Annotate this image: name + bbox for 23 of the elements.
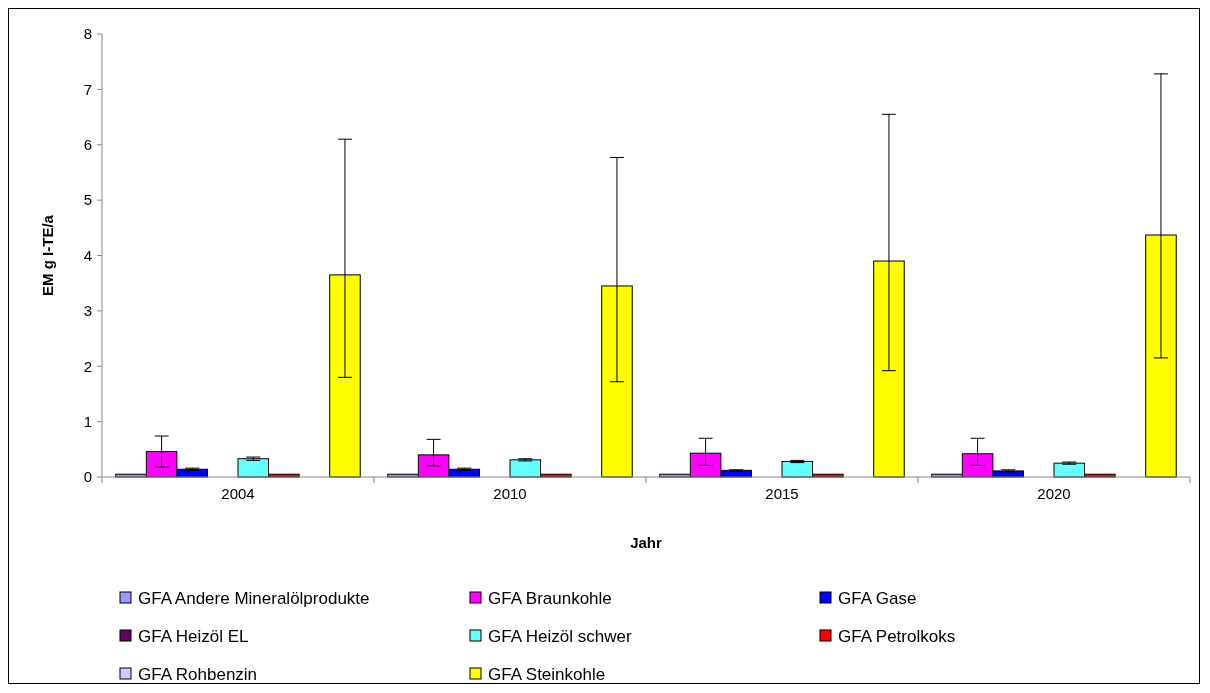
legend-label: GFA Braunkohle [488, 588, 612, 608]
y-tick-label: 1 [83, 412, 92, 430]
y-tick-label: 5 [83, 191, 92, 209]
legend-label: GFA Heizöl EL [138, 626, 249, 646]
x-tick-label: 2015 [765, 485, 799, 502]
x-tick-label: 2020 [1037, 485, 1071, 502]
y-tick-label: 6 [83, 136, 92, 153]
legend-label: GFA Gase [838, 588, 917, 608]
y-tick-label: 8 [83, 25, 92, 43]
x-axis-title: Jahr [630, 534, 662, 551]
legend-label: GFA Rohbenzin [138, 664, 258, 684]
y-tick-label: 3 [83, 302, 92, 320]
legend-label: GFA Steinkohle [488, 664, 606, 684]
legend-label: GFA Heizöl schwer [488, 626, 632, 646]
x-tick-label: 2010 [493, 485, 527, 502]
legend-label: GFA Petrolkoks [838, 626, 956, 646]
legend-label: GFA Andere Mineralölprodukte [138, 588, 370, 608]
y-tick-label: 7 [83, 80, 92, 98]
x-tick-label: 2004 [221, 485, 255, 502]
y-axis-title: EM g I-TE/a [39, 214, 56, 296]
y-tick-label: 0 [83, 468, 92, 486]
y-tick-label: 4 [83, 246, 92, 264]
y-tick-label: 2 [83, 357, 92, 375]
